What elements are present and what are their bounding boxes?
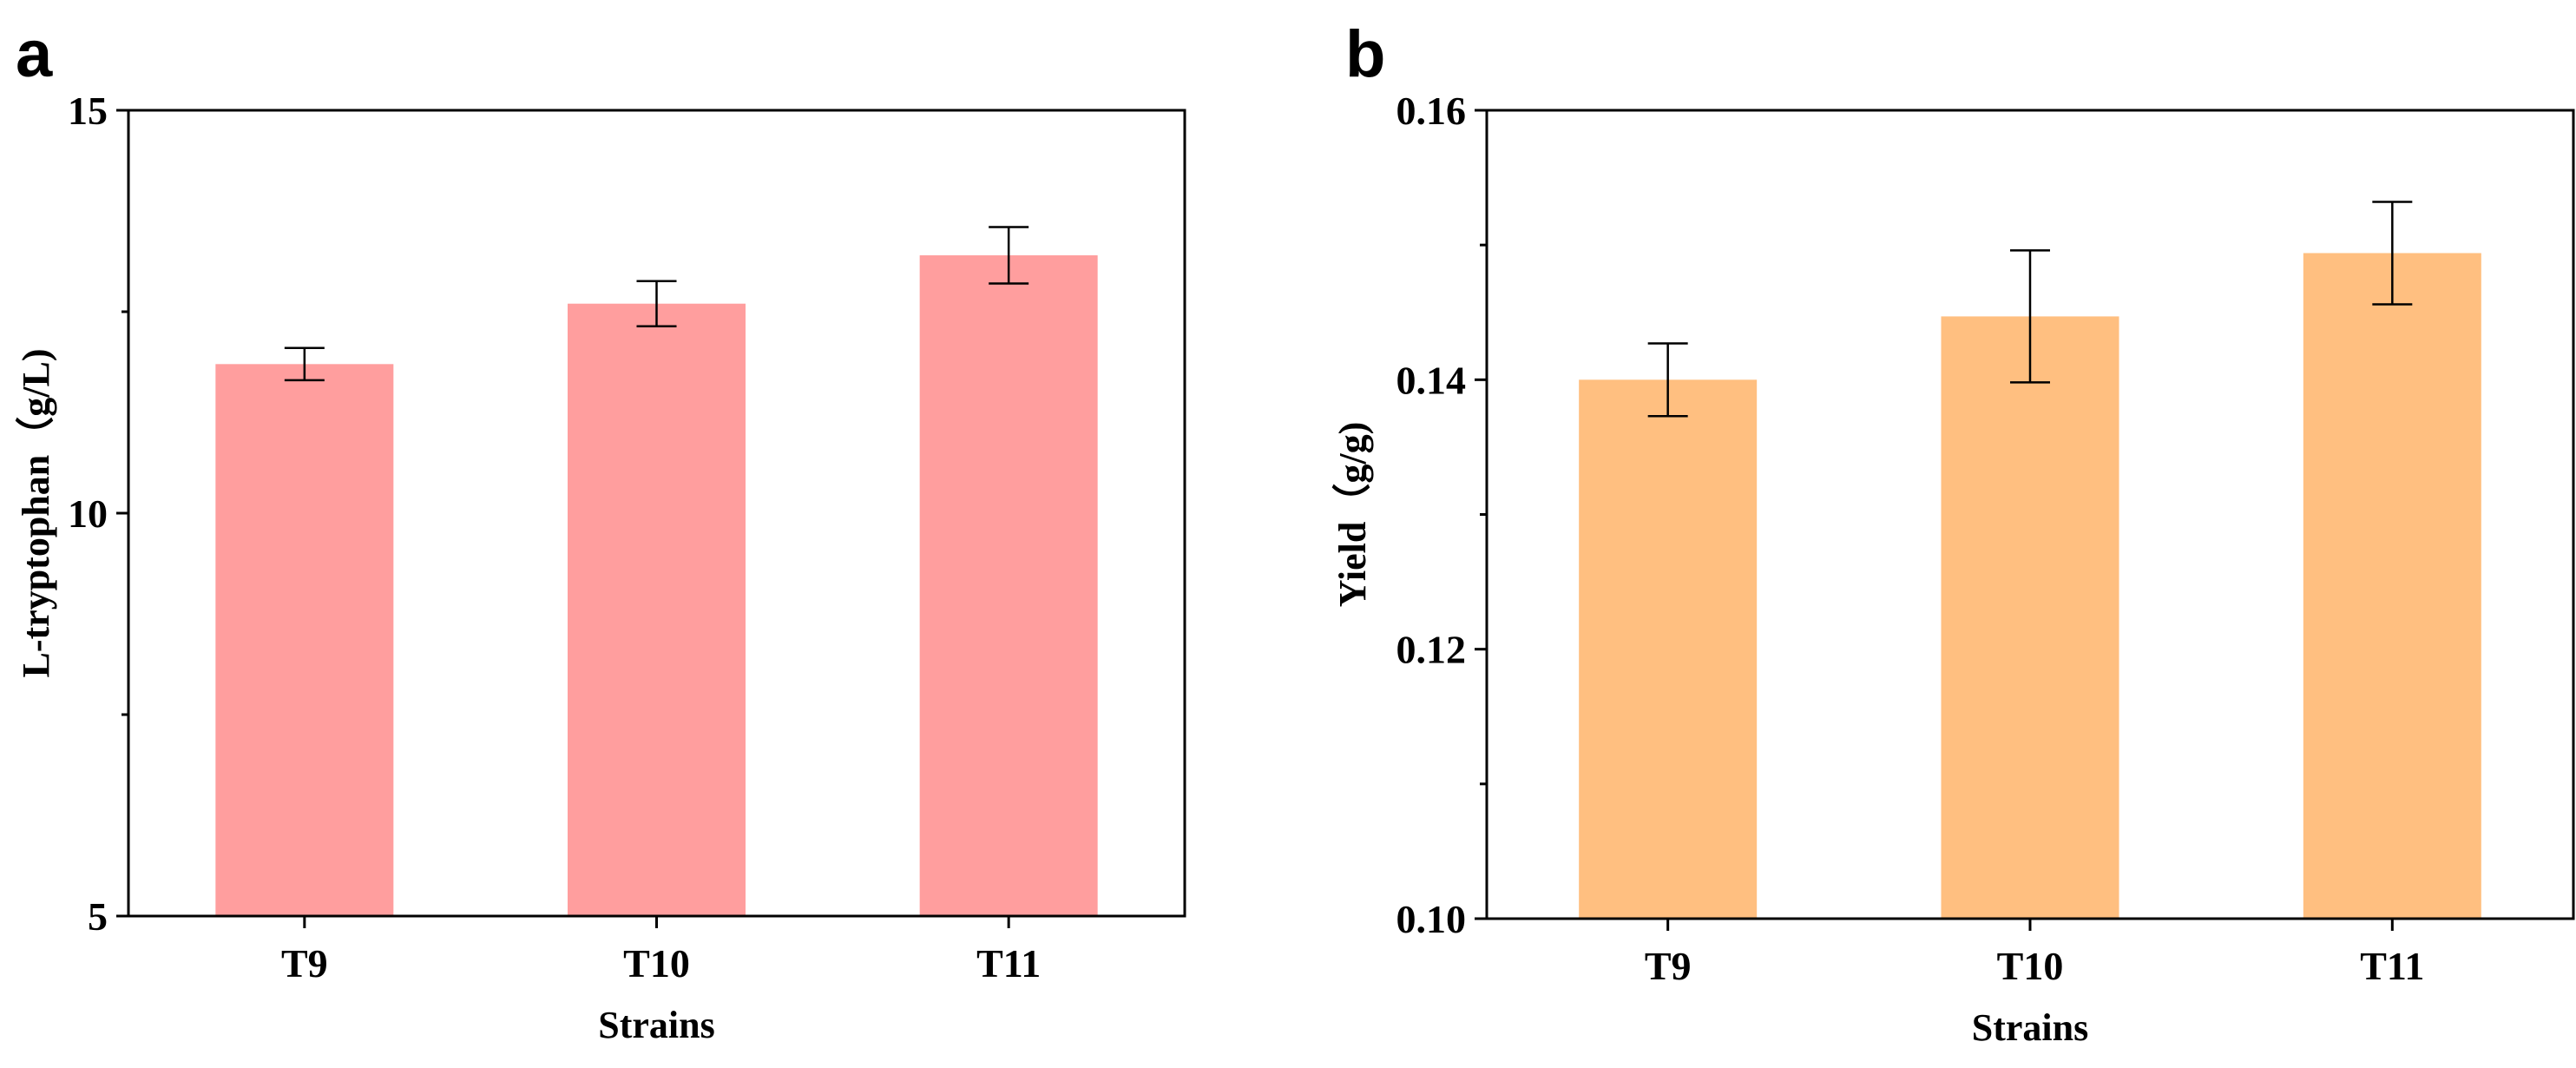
panel-b-letter: b [1345,17,1385,91]
x-tick-label: T9 [1645,944,1692,988]
panel-b-error-bars [1647,201,2413,418]
x-tick-label: T10 [623,941,690,986]
bar-t11 [919,255,1098,916]
y-tick-label: 0.12 [1396,628,1467,672]
panel-a-bars [215,255,1098,917]
bar-t9 [1579,379,1758,919]
error-bar-t11 [2372,201,2413,306]
error-bar-t10 [636,280,677,327]
error-bar-t10 [2010,249,2050,384]
error-bar-t11 [989,226,1029,285]
bar-t10 [568,303,746,917]
y-tick-label: 10 [68,491,108,536]
x-tick-label: T11 [976,941,1041,986]
panel-a-y-axis-title: L-tryptophan（g/L) [15,349,57,678]
panel-b-y-ticks: 0.10 0.12 0.14 0.16 [1396,89,1487,941]
bar-t10 [1941,316,2119,919]
x-tick-label: T10 [1997,944,2064,988]
panel-a-y-ticks: 5 10 15 [68,89,128,939]
x-tick-label: T9 [281,941,328,986]
panel-a-tryptophan-chart: a 5 10 15 T9 T10 T11 Strains L-tryptophan（g/… [15,17,1186,1046]
y-tick-label: 0.10 [1396,897,1467,941]
panel-b-x-axis-title: Strains [1972,1006,2088,1049]
error-bar-t9 [284,346,325,382]
bar-t9 [215,364,394,916]
panel-b-yield-chart: b 0.10 0.12 0.14 0.16 T9 T10 T11 Strains Yiel… [1331,17,2575,1049]
y-tick-label: 15 [68,89,108,133]
y-tick-label: 0.14 [1396,358,1467,402]
y-tick-label: 5 [88,894,108,939]
panel-a-x-axis-title: Strains [598,1004,714,1046]
bar-t11 [2303,253,2481,919]
panel-b-bars [1579,253,2481,919]
panel-a-error-bars [284,226,1029,382]
panel-a-x-ticks: T9 T10 T11 [281,916,1041,986]
y-tick-label: 0.16 [1396,89,1467,133]
x-tick-label: T11 [2360,944,2424,988]
error-bar-t9 [1647,342,1688,418]
panel-b-x-ticks: T9 T10 T11 [1645,919,2424,988]
panel-b-y-axis-title: Yield（g/g) [1331,422,1374,607]
panel-a-letter: a [16,17,53,91]
